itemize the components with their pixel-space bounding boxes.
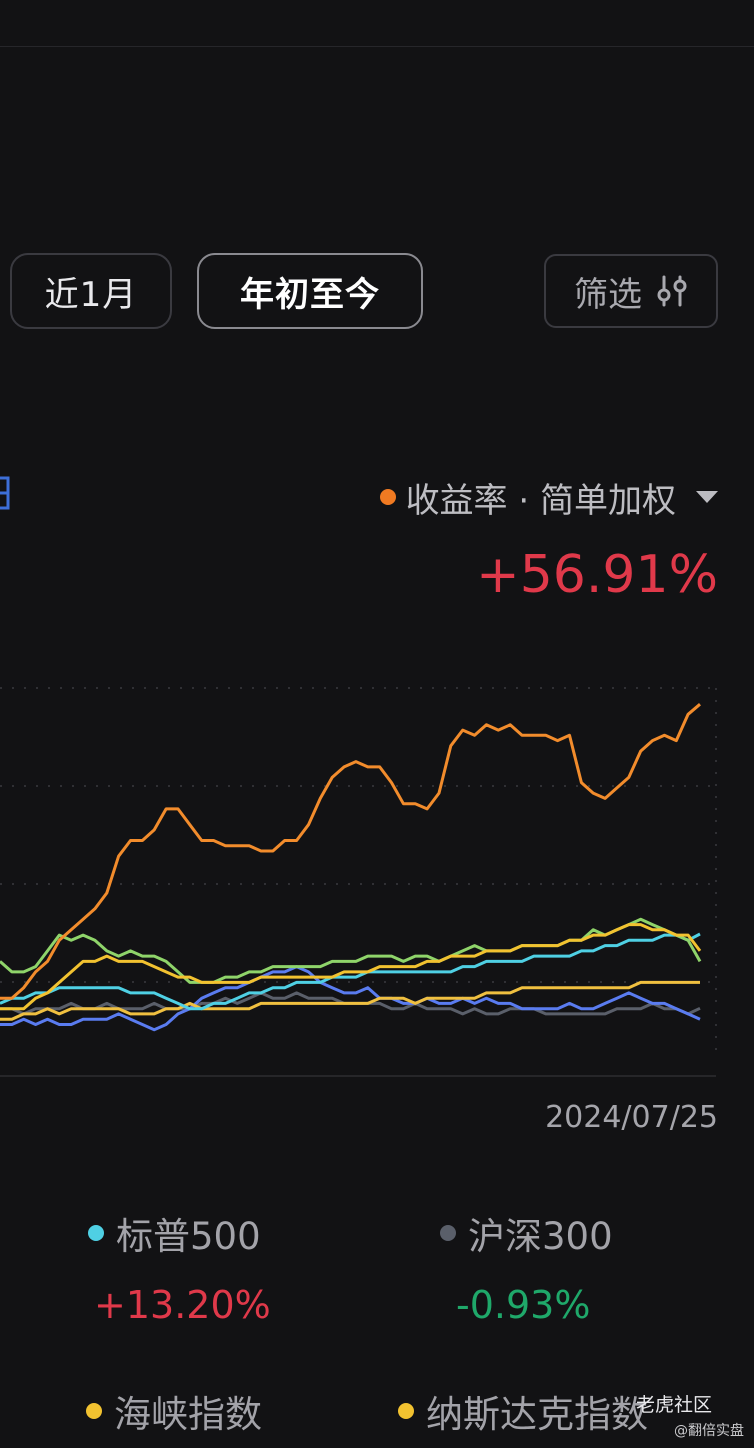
series-line-6 (0, 925, 700, 1009)
watermark-title: 老虎社区 (636, 1390, 712, 1417)
legend-value-csi300: -0.93% (456, 1283, 590, 1327)
legend-item-nasdaq: 纳斯达克指数 (398, 1384, 648, 1438)
chart-end-date: 2024/07/25 (545, 1100, 718, 1135)
sliders-icon (656, 273, 688, 309)
tab-1-month[interactable]: 近1月 (10, 253, 172, 329)
metric-dot (380, 489, 396, 505)
filter-button[interactable]: 筛选 (544, 254, 718, 328)
tab-ytd-label: 年初至今 (240, 267, 380, 316)
legend-label-csi300: 沪深300 (468, 1206, 613, 1260)
watermark-subtitle: @翻倍实盘 (674, 1420, 744, 1440)
legend-dot-strait-index (86, 1403, 102, 1419)
legend-item-sp500: 标普500 (88, 1206, 261, 1260)
top-divider (0, 46, 754, 47)
performance-line-chart (0, 660, 754, 1090)
metric-selector[interactable]: 收益率 · 简单加权 (380, 472, 718, 522)
legend-label-nasdaq: 纳斯达克指数 (426, 1384, 648, 1438)
dropdown-caret-icon (696, 491, 718, 503)
tab-ytd[interactable]: 年初至今 (197, 253, 423, 329)
legend-item-strait-index: 海峡指数 (86, 1384, 262, 1438)
left-edge-glyph (0, 470, 12, 516)
legend-label-strait-index: 海峡指数 (114, 1384, 262, 1438)
legend-dot-nasdaq (398, 1403, 414, 1419)
legend-label-sp500: 标普500 (116, 1206, 261, 1260)
legend-dot-csi300 (440, 1225, 456, 1241)
portfolio-return-value: +56.91% (476, 545, 718, 605)
filter-label: 筛选 (574, 267, 642, 316)
tab-1-month-label: 近1月 (45, 267, 138, 316)
metric-label: 收益率 · 简单加权 (406, 473, 676, 522)
series-line-0 (0, 704, 700, 998)
legend-dot-sp500 (88, 1225, 104, 1241)
legend-value-sp500: +13.20% (94, 1283, 271, 1327)
legend-item-csi300: 沪深300 (440, 1206, 613, 1260)
